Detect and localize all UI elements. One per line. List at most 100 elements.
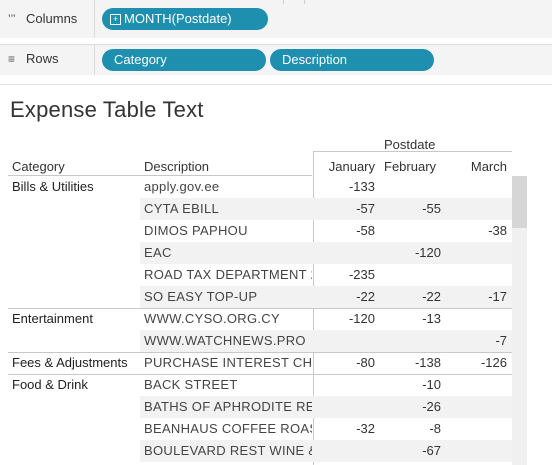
- cell-description: EAC: [144, 245, 172, 260]
- sheet-title: Expense Table Text: [10, 97, 204, 122]
- cell-january: -120: [348, 311, 375, 326]
- cell-category: [12, 330, 140, 352]
- table-row[interactable]: WWW.WATCHNEWS.PRO -7: [0, 330, 552, 352]
- header-month-january[interactable]: January: [328, 159, 375, 174]
- table-row[interactable]: DIMOS PAPHOU -58 -38: [0, 220, 552, 242]
- expand-plus-icon[interactable]: +: [110, 14, 121, 25]
- cell-category: [12, 220, 140, 242]
- cell-description: BATHS OF APHRODITE RE..: [144, 399, 312, 414]
- shelf-top-strip: [0, 0, 552, 4]
- vertical-scrollbar[interactable]: [512, 176, 527, 465]
- cell-february: [378, 330, 441, 352]
- table-row[interactable]: Fees & Adjustments PURCHASE INTEREST CHA…: [0, 352, 552, 374]
- cell-february: [378, 264, 441, 286]
- cell-category: Entertainment: [12, 311, 93, 326]
- table-row[interactable]: Bills & Utilities apply.gov.ee -133: [0, 176, 552, 198]
- cell-description: PURCHASE INTEREST CHA..: [144, 355, 312, 370]
- group-divider: [8, 374, 512, 375]
- cell-january: -57: [356, 201, 375, 216]
- cell-march: -38: [488, 223, 507, 238]
- cell-march: [445, 176, 507, 198]
- shelf-separator: [0, 75, 552, 84]
- header-month-february[interactable]: February: [384, 159, 437, 174]
- table-row[interactable]: CYTA EBILL -57 -55: [0, 198, 552, 220]
- cell-description: WWW.CYSO.ORG.CY: [144, 311, 280, 326]
- pill-description[interactable]: Description: [270, 49, 434, 71]
- cell-february: [378, 220, 441, 242]
- table-row[interactable]: BOULEVARD REST WINE &.. -67: [0, 440, 552, 462]
- cell-february: -13: [422, 311, 441, 326]
- cell-january: [316, 374, 375, 396]
- shelf-divider: [94, 45, 95, 75]
- pill-month-postdate[interactable]: + MONTH(Postdate): [102, 8, 268, 30]
- columns-shelf[interactable]: ’’’ Columns + MONTH(Postdate): [0, 0, 552, 39]
- table-row[interactable]: Entertainment WWW.CYSO.ORG.CY -120 -13: [0, 308, 552, 330]
- cell-category: [12, 264, 140, 286]
- cell-description: WWW.WATCHNEWS.PRO: [144, 333, 306, 348]
- header-month-march[interactable]: March: [470, 159, 507, 174]
- table-row[interactable]: Food & Drink BACK STREET -10: [0, 374, 552, 396]
- cell-march: [445, 396, 507, 418]
- table-row[interactable]: BEANHAUS COFFEE ROAS.. -32 -8: [0, 418, 552, 440]
- rows-shelf[interactable]: ≡ Rows Category Description: [0, 44, 552, 76]
- cell-category: Fees & Adjustments: [12, 355, 128, 370]
- cell-march: [445, 418, 507, 440]
- column-group-header[interactable]: Postdate: [384, 137, 436, 152]
- header-underline: [140, 175, 312, 176]
- cell-category: [12, 198, 140, 220]
- cell-january: -235: [348, 267, 375, 282]
- group-divider: [8, 308, 512, 309]
- table-row[interactable]: BATHS OF APHRODITE RE.. -26: [0, 396, 552, 418]
- cell-category: [12, 242, 140, 264]
- columns-shelf-label: ’’’ Columns: [8, 8, 77, 30]
- header-description[interactable]: Description: [144, 159, 210, 174]
- cell-march: -126: [480, 355, 507, 370]
- cell-january: [316, 440, 375, 462]
- cell-category: [12, 396, 140, 418]
- header-divider: [313, 151, 512, 152]
- cell-february: -67: [422, 443, 441, 458]
- cell-march: [445, 242, 507, 264]
- cell-description: BOULEVARD REST WINE &..: [144, 443, 312, 458]
- rows-shelf-label: ≡ Rows: [8, 48, 59, 70]
- cell-january: -32: [356, 421, 375, 436]
- cell-march: [445, 374, 507, 396]
- pill-category[interactable]: Category: [102, 49, 266, 71]
- cell-march: -17: [488, 289, 507, 304]
- cell-january: [316, 396, 375, 418]
- table-row[interactable]: ROAD TAX DEPARTMENT 2 -235: [0, 264, 552, 286]
- cell-category: Bills & Utilities: [12, 179, 94, 194]
- cell-march: -7: [495, 333, 507, 348]
- cell-march: [445, 264, 507, 286]
- cell-category: [12, 440, 140, 462]
- cell-description: DIMOS PAPHOU: [144, 223, 248, 238]
- table-row[interactable]: EAC -120: [0, 242, 552, 264]
- cell-february: -138: [414, 355, 441, 370]
- worksheet-view: Expense Table Text Postdate Category Des…: [0, 84, 552, 465]
- cell-february: [378, 176, 441, 198]
- scrollbar-thumb[interactable]: [512, 176, 527, 228]
- cell-description: BACK STREET: [144, 377, 238, 392]
- cell-january: -22: [356, 289, 375, 304]
- cell-description: apply.gov.ee: [144, 179, 220, 194]
- cell-february: -22: [422, 289, 441, 304]
- cell-description: SO EASY TOP-UP: [144, 289, 258, 304]
- cell-january: [316, 242, 375, 264]
- cell-january: -133: [348, 179, 375, 194]
- cell-january: [316, 330, 375, 352]
- rows-icon: ≡: [8, 52, 16, 66]
- group-divider: [8, 352, 512, 353]
- cell-march: [445, 198, 507, 220]
- cell-description: BEANHAUS COFFEE ROAS..: [144, 421, 312, 436]
- columns-icon: ’’’: [8, 12, 16, 26]
- table-row[interactable]: SO EASY TOP-UP -22 -22 -17: [0, 286, 552, 308]
- header-category[interactable]: Category: [12, 159, 65, 174]
- cell-february: -8: [429, 421, 441, 436]
- cell-january: -80: [356, 355, 375, 370]
- header-underline: [8, 175, 140, 176]
- cell-description: CYTA EBILL: [144, 201, 220, 216]
- cell-february: -10: [422, 377, 441, 392]
- cell-february: -26: [422, 399, 441, 414]
- shelf-divider: [94, 0, 95, 38]
- cell-march: [445, 440, 507, 462]
